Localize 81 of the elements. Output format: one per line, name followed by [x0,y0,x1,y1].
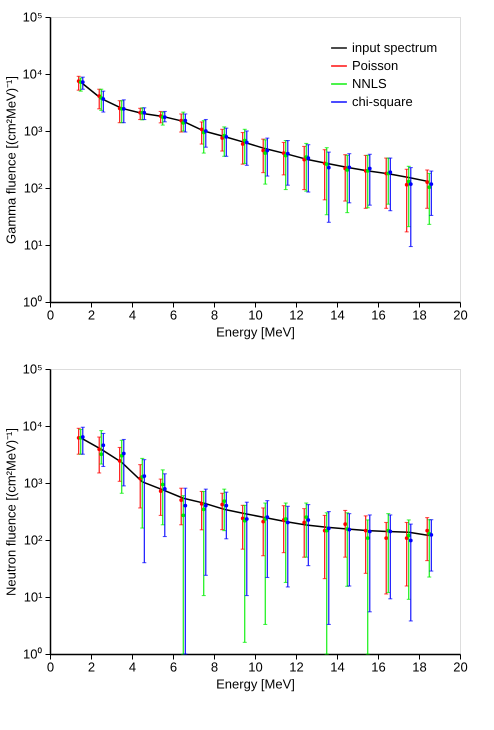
point [286,520,290,524]
point [368,530,372,534]
point [118,458,122,463]
point [306,518,310,522]
point [343,522,348,526]
x-tick-label: 8 [210,308,218,322]
point [368,166,372,170]
y-tick-label: 10⁴ [22,66,42,82]
y-axis-title: Gamma fluence [(cm²MeV)⁻¹] [3,76,18,244]
x-tick-label: 12 [289,660,304,674]
point [181,514,186,518]
x-tick-label: 8 [210,660,218,674]
point [101,443,106,448]
point [224,504,228,508]
y-axis-title: Neutron fluence [(cm²MeV)⁻¹] [3,428,18,596]
point [120,454,124,458]
point [240,142,245,146]
point [261,148,266,152]
point [183,504,188,508]
y-tick-label: 10³ [24,476,44,490]
y-tick-label: 10⁴ [22,418,42,434]
legend-label: chi-square [352,94,413,109]
x-tick-label: 2 [88,660,96,674]
x-tick-label: 14 [330,308,345,322]
point [183,118,188,122]
point [222,499,226,504]
x-tick-label: 0 [46,660,54,674]
point [200,502,204,506]
x-tick-label: 14 [330,660,345,674]
y-tick-label: 10⁰ [23,646,42,662]
x-tick-label: 20 [453,660,468,674]
y-tick-label: 10³ [24,124,44,138]
x-tick-label: 6 [170,660,178,674]
point [200,127,204,132]
x-tick-label: 18 [412,308,427,322]
x-tick-label: 6 [170,308,178,322]
point [326,166,331,170]
x-tick-label: 0 [46,308,54,322]
y-tick-label: 10⁵ [22,362,42,376]
point [302,520,306,524]
point [406,534,411,538]
x-tick-label: 20 [453,308,468,322]
point [384,536,388,540]
x-tick-label: 10 [248,660,263,674]
point [408,182,413,186]
point [179,498,184,502]
x-tick-label: 2 [88,308,96,322]
legend-label: Poisson [352,58,398,73]
point [425,180,430,184]
y-tick-label: 10¹ [24,590,44,604]
point [99,452,104,456]
point [427,185,432,190]
legend-label: input spectrum [352,40,438,55]
x-tick-label: 12 [289,308,304,322]
point [220,502,224,506]
point [304,515,308,519]
y-tick-label: 10² [24,180,44,196]
point [347,166,352,170]
point [408,538,413,542]
y-tick-label: 10² [24,532,44,548]
point [204,504,208,508]
point [160,482,165,486]
x-tick-label: 18 [412,660,427,674]
y-tick-label: 10¹ [24,238,44,252]
legend-label: NNLS [352,76,388,91]
point [265,148,270,152]
y-tick-label: 10⁵ [22,10,42,24]
point [97,447,102,452]
x-axis-title: Energy [MeV] [216,676,295,692]
x-tick-label: 10 [248,308,263,322]
x-tick-label: 4 [128,660,136,674]
x-tick-label: 16 [371,308,386,322]
point [404,182,409,187]
point [122,452,126,456]
point [202,507,206,512]
point [162,486,167,491]
x-axis-title: Energy [MeV] [216,324,295,340]
x-tick-label: 4 [128,308,136,322]
x-tick-label: 16 [371,660,386,674]
point [429,182,434,186]
y-tick-label: 10⁰ [23,294,42,310]
